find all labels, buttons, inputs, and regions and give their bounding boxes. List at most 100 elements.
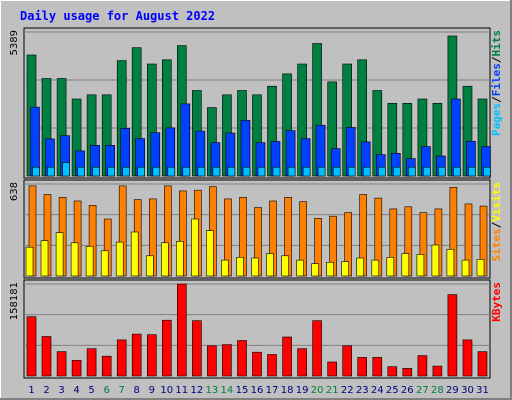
bar-hits-pages-18 [287, 166, 296, 177]
bar-kbytes-kbytes-4 [71, 359, 82, 377]
x-tick-label-13: 13 [206, 385, 219, 396]
bar-kbytes-kbytes-31 [477, 351, 488, 377]
bar-hits-pages-24 [377, 166, 386, 177]
bar-hits-pages-21 [332, 166, 341, 177]
bar-visits-sites-26 [401, 253, 410, 277]
axis-label-hits: Hits [490, 30, 503, 57]
bar-kbytes-kbytes-13 [207, 345, 217, 377]
bar-hits-pages-4 [77, 166, 85, 177]
panel-kbytes-axis-label: KBytes [490, 282, 503, 322]
axis-label-pages: Pages [490, 103, 503, 136]
x-tick-label-28: 28 [431, 385, 444, 396]
x-tick-label-4: 4 [73, 385, 79, 396]
x-tick-label-18: 18 [281, 385, 294, 396]
bar-kbytes-kbytes-26 [402, 368, 413, 377]
axis-label-separator: / [490, 96, 503, 103]
bar-visits-sites-7 [115, 241, 124, 277]
bar-hits-pages-16 [257, 166, 266, 177]
bar-hits-pages-22 [347, 166, 356, 177]
bar-visits-sites-13 [206, 230, 214, 277]
bar-kbytes-kbytes-29 [447, 294, 458, 377]
bar-visits-sites-1 [25, 246, 34, 277]
x-tick-label-12: 12 [191, 385, 204, 396]
bar-hits-pages-3 [62, 162, 70, 177]
bar-visits-sites-8 [130, 231, 139, 277]
bar-kbytes-kbytes-9 [147, 334, 157, 377]
bar-visits-sites-23 [356, 257, 365, 277]
bar-visits-sites-27 [416, 254, 425, 277]
bar-kbytes-kbytes-19 [297, 348, 307, 377]
bar-visits-sites-21 [326, 261, 335, 277]
bar-hits-files-29 [451, 98, 461, 177]
bar-visits-sites-28 [431, 244, 440, 277]
x-tick-label-14: 14 [221, 385, 234, 396]
bar-kbytes-kbytes-11 [177, 283, 187, 377]
bar-hits-pages-2 [47, 166, 55, 177]
bar-visits-sites-9 [146, 255, 154, 277]
x-tick-label-10: 10 [160, 385, 173, 396]
panel-visits-ymax-label: 638 [9, 182, 20, 201]
panel-visits-axis-label: Sites/Visits [490, 182, 503, 262]
bar-hits-pages-23 [362, 166, 371, 177]
bar-visits-sites-5 [85, 246, 94, 277]
bar-visits-sites-25 [386, 256, 395, 277]
x-tick-label-9: 9 [149, 385, 155, 396]
bar-kbytes-kbytes-1 [26, 316, 37, 377]
bar-hits-pages-11 [182, 166, 191, 177]
bar-visits-sites-6 [100, 250, 109, 277]
x-tick-label-16: 16 [251, 385, 264, 396]
x-tick-label-22: 22 [341, 385, 354, 396]
bar-hits-pages-17 [272, 166, 281, 177]
bar-visits-sites-14 [221, 259, 229, 277]
x-axis-labels: 1 2 3 4 5 6 7 8 9 10 11 12 13 14 15 16 17 18 19 20 21 22 23 24 2… [28, 385, 489, 396]
x-tick-label-8: 8 [134, 385, 140, 396]
axis-label-files: Files [490, 63, 503, 96]
bar-kbytes-kbytes-16 [252, 351, 262, 377]
bar-hits-pages-6 [107, 166, 115, 177]
bar-visits-sites-4 [70, 242, 79, 277]
bar-kbytes-kbytes-28 [432, 365, 443, 377]
bar-kbytes-kbytes-23 [357, 357, 368, 377]
axis-label-separator: / [490, 221, 503, 228]
x-tick-label-11: 11 [175, 385, 188, 396]
bar-hits-pages-8 [137, 166, 145, 177]
bar-visits-sites-31 [476, 259, 485, 277]
x-tick-label-27: 27 [416, 385, 429, 396]
x-tick-label-15: 15 [236, 385, 249, 396]
bar-kbytes-kbytes-12 [192, 320, 202, 377]
chart-title: Daily usage for August 2022 [20, 9, 215, 23]
x-tick-label-7: 7 [119, 385, 125, 396]
bar-kbytes-kbytes-22 [342, 345, 353, 377]
bar-visits-sites-2 [40, 240, 49, 277]
bar-visits-sites-24 [371, 259, 380, 277]
bar-kbytes-kbytes-10 [162, 319, 172, 377]
x-tick-label-30: 30 [461, 385, 474, 396]
bar-kbytes-kbytes-17 [267, 354, 277, 377]
bar-kbytes-kbytes-20 [312, 320, 322, 377]
axis-label-visits: Visits [490, 182, 503, 222]
x-tick-label-29: 29 [446, 385, 459, 396]
bar-visits-sites-15 [236, 256, 244, 277]
bar-visits-sites-17 [266, 253, 274, 277]
x-tick-label-21: 21 [326, 385, 339, 396]
bar-hits-pages-29 [453, 166, 461, 177]
x-tick-label-3: 3 [58, 385, 64, 396]
bar-visits-sites-3 [55, 232, 64, 277]
bar-visits-sites-11 [176, 241, 184, 277]
x-tick-label-2: 2 [43, 385, 49, 396]
bar-kbytes-kbytes-15 [237, 340, 247, 377]
bar-hits-pages-19 [302, 166, 311, 177]
bar-visits-sites-18 [281, 255, 289, 277]
bar-kbytes-kbytes-24 [372, 357, 383, 377]
panel-kbytes-ymax-label: 158181 [9, 282, 20, 320]
bar-hits-files-11 [180, 103, 191, 177]
panel-hits-ymax-label: 5389 [9, 30, 20, 55]
bar-kbytes-kbytes-27 [417, 355, 428, 377]
bar-hits-pages-15 [242, 166, 251, 177]
bar-hits-files-1 [30, 106, 40, 177]
bar-visits-sites-16 [251, 257, 259, 277]
bar-visits-sites-20 [311, 263, 319, 277]
chart-panels: 5389Pages/Files/Hits638Sites/Visits15818… [9, 27, 503, 379]
bar-hits-pages-1 [32, 166, 40, 177]
